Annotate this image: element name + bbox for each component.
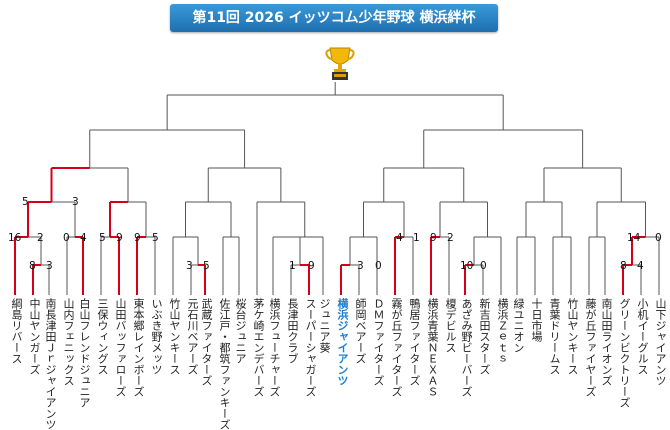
score-label: 1 — [289, 260, 296, 272]
score-label: 9 — [308, 260, 315, 272]
score-label: 5 — [152, 232, 159, 244]
team-name: 山田バッファローズ — [114, 298, 127, 397]
team-name: いぶき野メッツ — [150, 298, 163, 375]
score-label: 0 — [655, 232, 662, 244]
score-label: 8 — [620, 260, 627, 272]
team-name: ＤＭファイターズ — [372, 298, 385, 386]
team-name: 新吉田スターズ — [478, 298, 491, 375]
team-name: 小机イーグルス — [636, 298, 649, 375]
score-label: 0 — [375, 260, 382, 272]
score-label: 5 — [203, 260, 210, 272]
team-name: 白山フレンドジュニア — [78, 298, 91, 408]
score-label: 2 — [447, 232, 454, 244]
team-name: 榎デビルス — [444, 298, 457, 353]
score-label: 3 — [357, 260, 364, 272]
tournament-title: 第11回 2026 イッツコム少年野球 横浜絆杯 — [192, 10, 476, 26]
team-name: 横浜青葉ＮＥＸＡＳ — [426, 298, 439, 397]
team-name: 長津田クラブ — [286, 298, 299, 364]
score-label: 4 — [396, 232, 403, 244]
team-name: 武蔵ファイターズ — [200, 298, 213, 386]
team-name: 竹山ヤンキース — [566, 298, 579, 375]
team-name: 鴨居ファイターズ — [408, 298, 421, 386]
team-name: 山内フェニックス — [62, 298, 75, 386]
score-label: 3 — [186, 260, 193, 272]
score-label: 14 — [627, 232, 641, 244]
team-name: ジュニア葵 — [318, 298, 331, 353]
team-name: 横浜フューチャーズ — [268, 298, 281, 397]
score-label: 10 — [460, 260, 474, 272]
team-name: スーパーシャガーズ — [304, 298, 317, 397]
score-label: 1 — [413, 232, 420, 244]
score-label: 3 — [72, 196, 79, 208]
team-name: 綱島リバース — [10, 298, 23, 364]
score-label: 9 — [430, 232, 437, 244]
score-label: 9 — [116, 232, 123, 244]
team-name: 桜台ジュニア — [234, 298, 247, 364]
score-label: 0 — [480, 260, 487, 272]
score-label: 2 — [37, 232, 44, 244]
team-name: 竹山ヤンキース — [168, 298, 181, 375]
score-label: 0 — [63, 232, 70, 244]
team-name: 三保ウィングス — [96, 298, 109, 375]
team-name: 青葉ドリームス — [548, 298, 561, 375]
team-name: 東本郷レインボーズ — [132, 298, 145, 397]
score-label: 8 — [29, 260, 36, 272]
score-label: 4 — [80, 232, 87, 244]
team-name: 佐江戸・都筑ファンキーズ — [218, 298, 231, 430]
score-label: 3 — [46, 260, 53, 272]
team-name: 南長津田Ｊｒジャイアンツ — [44, 298, 57, 430]
team-name: 藤が丘ファイヤーズ — [584, 298, 597, 397]
team-name: 元石川ベアーズ — [186, 298, 199, 375]
team-name: グリーンビクトリーズ — [618, 298, 631, 408]
score-label: 16 — [8, 232, 22, 244]
team-name: 霧が丘ファイターズ — [390, 298, 403, 397]
score-label: 4 — [637, 260, 644, 272]
team-name: 中山ヤンガーズ — [28, 298, 41, 375]
score-label: 5 — [99, 232, 106, 244]
team-name: 南山田ライオンズ — [600, 298, 613, 386]
team-name: 山下ジャイアンツ — [654, 298, 667, 386]
score-label: 9 — [134, 232, 141, 244]
trophy-icon — [325, 47, 355, 80]
team-name: あざみ野ビーバーズ — [460, 298, 473, 397]
team-name: 緑ユニオン — [512, 298, 525, 353]
team-name: 横浜Ｚｅｔｓ — [496, 298, 509, 364]
team-name: 十日市場 — [530, 298, 543, 342]
team-name: 師岡ベアーズ — [354, 298, 367, 364]
title-banner: 第11回 2026 イッツコム少年野球 横浜絆杯 — [170, 4, 498, 32]
team-name: 茅ケ崎エンデバーズ — [252, 298, 265, 397]
score-label: 5 — [22, 196, 29, 208]
team-name: 横浜ジャイアンツ — [336, 298, 349, 386]
